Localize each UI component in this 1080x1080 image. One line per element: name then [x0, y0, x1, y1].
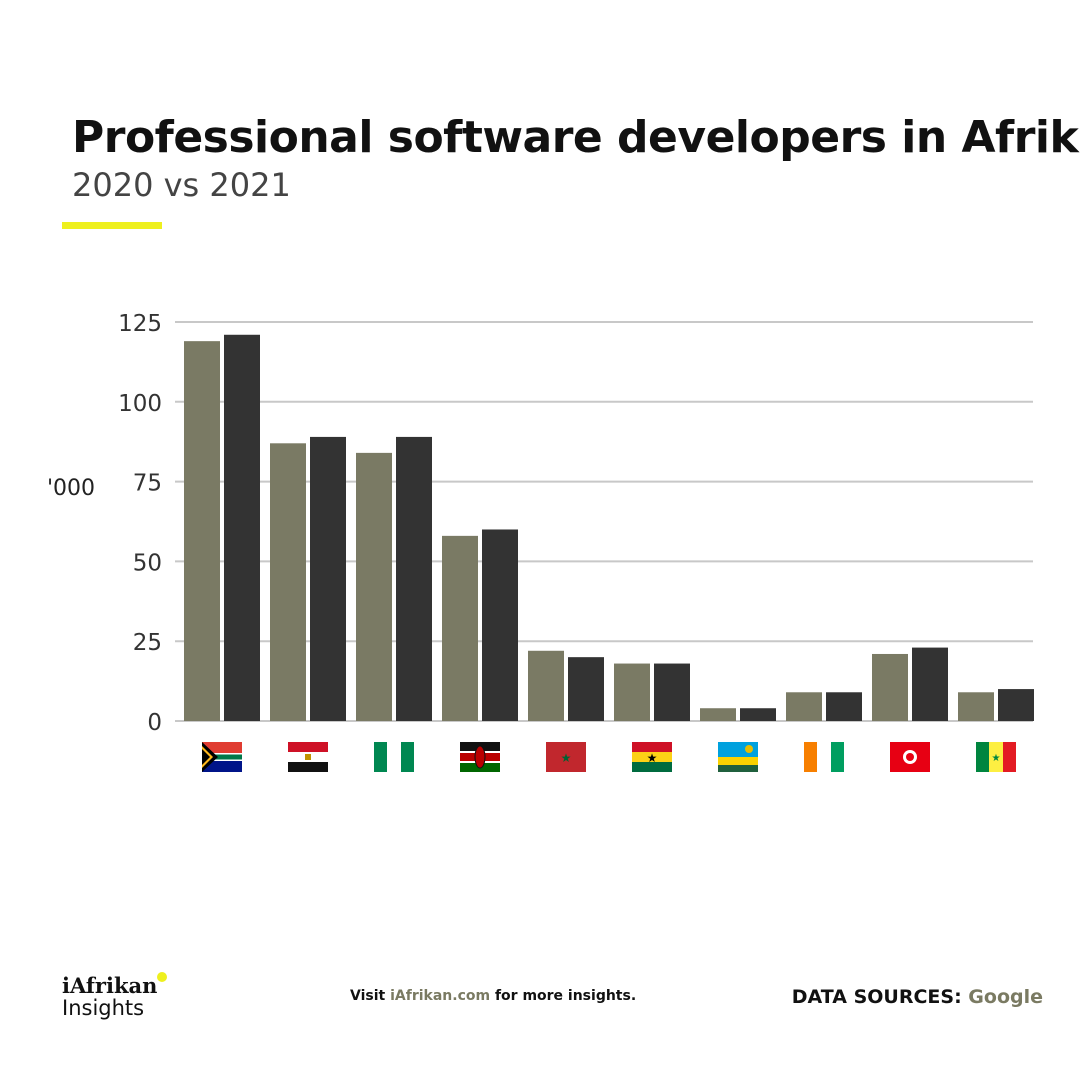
- bar-2020-c-te-d-ivoire: [786, 692, 822, 721]
- y-tick-label: 75: [133, 471, 162, 497]
- data-sources: DATA SOURCES: Google: [792, 986, 1043, 1008]
- flag-kenya-icon: Kenya: [460, 742, 500, 772]
- flag-senegal-icon: Senegal ★: [976, 742, 1016, 772]
- bar-2021-nigeria: [396, 436, 432, 721]
- bar-2021-morocco: [568, 657, 604, 721]
- svg-text:★: ★: [992, 753, 1001, 764]
- logo-line1: iAfrikan: [62, 973, 158, 998]
- logo-line2: Insights: [62, 996, 145, 1020]
- bar-2020-egypt: [270, 443, 306, 721]
- bar-2021-rwanda: [740, 708, 776, 721]
- flag-ghana-icon: Ghana ★: [632, 742, 672, 772]
- y-tick-label: 0: [147, 710, 162, 736]
- visit-text: Visit iAfrikan.com for more insights.: [350, 988, 636, 1004]
- sources-label: DATA SOURCES:: [791, 986, 969, 1008]
- bar-2020-ghana: [614, 663, 650, 721]
- bar-2021-ghana: [654, 663, 690, 721]
- bar-2020-kenya: [442, 535, 478, 721]
- flag-tunisia-icon: Tunisia: [890, 742, 930, 772]
- visit-link[interactable]: iAfrikan.com: [390, 988, 491, 1004]
- bar-2021-egypt: [310, 436, 346, 721]
- bar-2020-south-africa: [184, 341, 220, 721]
- bar-2021-c-te-d-ivoire: [826, 692, 862, 721]
- bar-2020-rwanda: [700, 708, 736, 721]
- flag-cote-divoire-icon: Côte d'Ivoire: [804, 742, 844, 772]
- bar-2021-senegal: [998, 689, 1034, 721]
- bar-2020-nigeria: [356, 452, 392, 721]
- logo-dot-icon: [157, 972, 167, 982]
- page-title: Professional software developers in Afri…: [72, 112, 1080, 163]
- visit-prefix: Visit: [350, 988, 391, 1004]
- bar-2020-senegal: [958, 692, 994, 721]
- y-tick-label: 50: [133, 550, 162, 576]
- bar-2020-morocco: [528, 650, 564, 721]
- accent-bar: [62, 222, 162, 229]
- flag-egypt-icon: Egypt: [288, 742, 328, 772]
- bar-2021-tunisia: [912, 647, 948, 721]
- bar-2021-south-africa: [224, 334, 260, 721]
- sources-value: Google: [968, 986, 1043, 1008]
- iafrikan-logo: iAfrikan Insights: [62, 972, 167, 1020]
- flag-nigeria-icon: Nigeria: [374, 742, 414, 772]
- visit-suffix: for more insights.: [490, 988, 637, 1004]
- flag-south-africa-icon: South Africa: [202, 742, 242, 772]
- y-tick-label: 25: [133, 630, 162, 656]
- bar-2021-kenya: [482, 529, 518, 721]
- y-axis-label: '000: [47, 476, 96, 501]
- bar-2020-tunisia: [872, 653, 908, 721]
- flag-morocco-icon: Morocco★: [546, 742, 586, 772]
- svg-text:★: ★: [561, 751, 572, 765]
- page-subtitle: 2020 vs 2021: [72, 166, 291, 204]
- y-tick-label: 100: [118, 391, 162, 417]
- flag-rwanda-icon: Rwanda: [718, 742, 758, 772]
- svg-text:★: ★: [647, 751, 658, 765]
- y-tick-label: 125: [118, 311, 162, 337]
